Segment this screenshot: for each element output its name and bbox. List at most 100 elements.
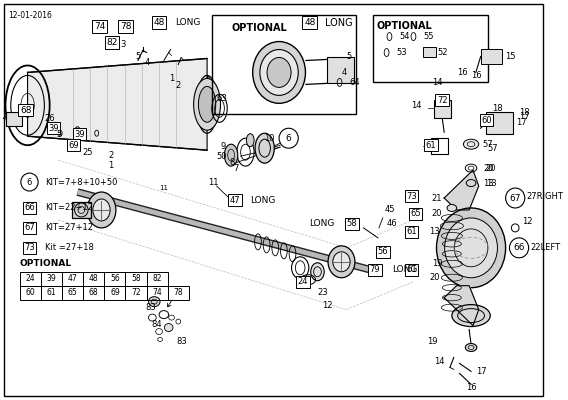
Text: 39: 39 xyxy=(47,274,56,283)
Text: 15: 15 xyxy=(504,52,515,61)
Bar xyxy=(83,286,105,300)
Text: 16: 16 xyxy=(471,71,482,80)
Bar xyxy=(41,286,62,300)
Text: 78: 78 xyxy=(173,288,183,297)
Text: 21: 21 xyxy=(432,194,442,202)
Text: 57: 57 xyxy=(483,140,493,149)
Ellipse shape xyxy=(148,297,160,307)
Text: 39: 39 xyxy=(48,124,59,133)
Text: LONG: LONG xyxy=(310,220,335,228)
Ellipse shape xyxy=(247,134,254,147)
Text: 68: 68 xyxy=(20,106,31,115)
Text: 58: 58 xyxy=(346,220,357,228)
Bar xyxy=(105,272,126,286)
Bar xyxy=(486,112,513,134)
Text: 13: 13 xyxy=(483,178,494,188)
Polygon shape xyxy=(444,286,479,326)
Text: 14: 14 xyxy=(411,101,421,110)
Ellipse shape xyxy=(447,204,457,212)
Text: 73: 73 xyxy=(406,192,417,200)
Text: 48: 48 xyxy=(153,18,165,27)
Text: 22LEFT: 22LEFT xyxy=(531,243,561,252)
Text: 47: 47 xyxy=(229,196,240,204)
Text: 48: 48 xyxy=(89,274,99,283)
Bar xyxy=(41,272,62,286)
Text: 12: 12 xyxy=(322,301,333,310)
Text: 60: 60 xyxy=(481,116,492,125)
Text: 20: 20 xyxy=(432,210,442,218)
Text: 63: 63 xyxy=(216,94,227,103)
Bar xyxy=(62,272,83,286)
Ellipse shape xyxy=(333,252,350,272)
Text: OPTIONAL: OPTIONAL xyxy=(231,23,287,33)
Ellipse shape xyxy=(253,42,306,103)
Text: 19: 19 xyxy=(432,259,442,268)
Text: 4: 4 xyxy=(145,58,150,67)
Text: 69: 69 xyxy=(110,288,120,297)
Text: 24: 24 xyxy=(26,274,35,283)
Text: 24: 24 xyxy=(298,277,308,286)
Text: 17: 17 xyxy=(519,112,530,121)
Text: 65: 65 xyxy=(68,288,78,297)
Ellipse shape xyxy=(260,50,298,95)
Text: 23: 23 xyxy=(318,288,328,297)
Text: 6: 6 xyxy=(27,178,32,186)
Text: 6: 6 xyxy=(286,134,291,143)
Text: 14: 14 xyxy=(434,357,444,366)
Text: 7: 7 xyxy=(233,164,239,173)
Text: 53: 53 xyxy=(396,48,407,57)
Text: 78: 78 xyxy=(120,22,131,31)
Text: 56: 56 xyxy=(110,274,120,283)
Bar xyxy=(481,48,502,64)
Text: LONG: LONG xyxy=(325,18,353,28)
Text: 5: 5 xyxy=(135,52,140,61)
Text: 61: 61 xyxy=(425,141,436,150)
Text: 11: 11 xyxy=(208,178,219,186)
Text: LONG: LONG xyxy=(392,265,417,274)
Text: 61: 61 xyxy=(47,288,56,297)
Bar xyxy=(72,202,91,218)
Text: 47: 47 xyxy=(68,274,78,283)
Text: 25: 25 xyxy=(82,148,93,157)
Text: 67: 67 xyxy=(24,224,35,232)
Bar xyxy=(212,15,356,114)
Text: 57: 57 xyxy=(487,144,498,153)
Text: 20: 20 xyxy=(430,273,440,282)
Bar xyxy=(126,286,147,300)
Text: 82: 82 xyxy=(106,38,118,47)
Text: 58: 58 xyxy=(131,274,141,283)
Text: 45: 45 xyxy=(385,206,395,214)
Bar xyxy=(62,286,83,300)
Text: 66: 66 xyxy=(24,204,35,212)
Ellipse shape xyxy=(328,246,355,278)
Text: 27RIGHT: 27RIGHT xyxy=(527,192,563,200)
Polygon shape xyxy=(28,58,207,150)
Text: 48: 48 xyxy=(304,18,315,27)
Text: OPTIONAL: OPTIONAL xyxy=(377,21,433,31)
Text: 56: 56 xyxy=(377,247,388,256)
Polygon shape xyxy=(444,170,479,210)
Text: 5: 5 xyxy=(56,130,61,139)
Text: 66: 66 xyxy=(513,243,525,252)
Text: Kit =27+18: Kit =27+18 xyxy=(45,243,94,252)
Text: LONG: LONG xyxy=(250,196,275,204)
Text: 18: 18 xyxy=(519,108,530,117)
Text: 52: 52 xyxy=(437,48,448,57)
Text: 55: 55 xyxy=(423,32,433,41)
Text: 8: 8 xyxy=(229,158,235,167)
Text: 12: 12 xyxy=(522,218,532,226)
Text: KIT=27+12: KIT=27+12 xyxy=(45,224,93,232)
Text: 72: 72 xyxy=(437,96,448,105)
Text: 67: 67 xyxy=(509,194,521,202)
Ellipse shape xyxy=(164,324,173,332)
Bar xyxy=(147,286,168,300)
Bar xyxy=(431,138,448,154)
Bar xyxy=(105,286,126,300)
Bar xyxy=(20,286,41,300)
Bar xyxy=(373,15,488,82)
Text: 64: 64 xyxy=(349,78,360,87)
Ellipse shape xyxy=(436,208,506,288)
Text: 5: 5 xyxy=(346,52,352,61)
Text: 10: 10 xyxy=(264,134,274,143)
Text: 17: 17 xyxy=(516,118,527,127)
